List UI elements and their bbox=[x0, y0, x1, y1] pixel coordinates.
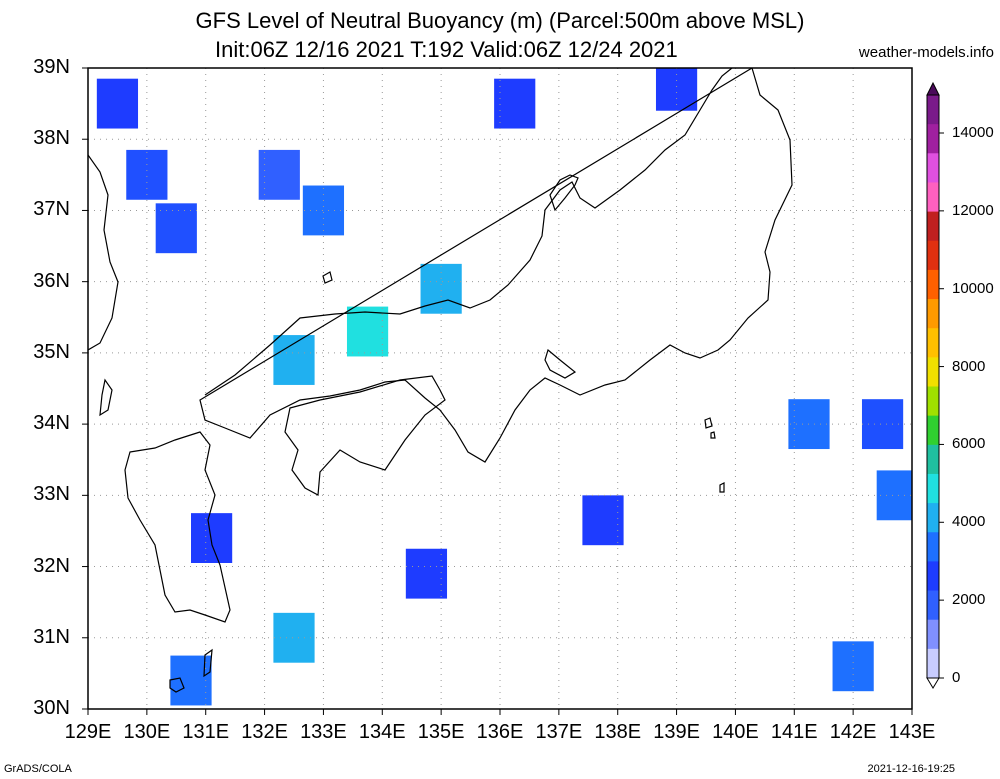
noto-peninsula bbox=[549, 174, 579, 212]
lon-label: 135E bbox=[417, 721, 465, 743]
buoyancy-patch bbox=[155, 203, 197, 254]
coastlines bbox=[88, 68, 793, 693]
colorbar-swatch bbox=[927, 444, 939, 475]
lon-label: 134E bbox=[358, 721, 406, 743]
lon-label: 137E bbox=[535, 721, 583, 743]
lon-label: 141E bbox=[770, 721, 818, 743]
footer-credit: GrADS/COLA bbox=[4, 763, 72, 775]
colorbar-swatch bbox=[927, 95, 939, 125]
buoyancy-patch bbox=[420, 263, 462, 314]
buoyancy-patch bbox=[405, 548, 448, 599]
shikoku-coast bbox=[284, 375, 446, 496]
colorbar-swatch bbox=[927, 211, 939, 242]
lon-label: 138E bbox=[594, 721, 642, 743]
colorbar-label: 12000 bbox=[952, 201, 994, 219]
buoyancy-patch bbox=[832, 641, 874, 692]
colorbar-label: 6000 bbox=[952, 435, 986, 453]
buoyancy-patch bbox=[302, 185, 345, 236]
colorbar-min-arrow bbox=[926, 677, 940, 689]
lat-label: 38N bbox=[33, 127, 70, 150]
colorbar-swatch bbox=[927, 532, 939, 562]
buoyancy-patch bbox=[273, 612, 315, 663]
colorbar-swatch bbox=[927, 590, 939, 621]
colorbar-swatch bbox=[927, 299, 939, 329]
chart-subtitle: Init:06Z 12/16 2021 T:192 Valid:06Z 12/2… bbox=[215, 37, 678, 62]
lat-label: 34N bbox=[33, 412, 70, 435]
colorbar-label: 14000 bbox=[952, 124, 994, 141]
lon-label: 129E bbox=[64, 721, 112, 743]
footer-timestamp: 2021-12-16-19:25 bbox=[867, 763, 955, 775]
lat-label: 33N bbox=[33, 483, 70, 506]
yakushima bbox=[169, 677, 185, 693]
honshu-pacific-coast bbox=[199, 68, 793, 463]
tsushima-island bbox=[99, 378, 113, 417]
lon-label: 130E bbox=[123, 721, 171, 743]
colorbar-label: 4000 bbox=[952, 513, 986, 531]
lat-label: 31N bbox=[33, 625, 70, 648]
colorbar-swatch bbox=[927, 182, 939, 213]
buoyancy-patch bbox=[126, 149, 168, 200]
colorbar-label: 2000 bbox=[952, 591, 986, 609]
lon-label: 133E bbox=[300, 721, 347, 743]
colorbar-swatch bbox=[927, 328, 939, 358]
lon-label: 143E bbox=[888, 721, 936, 743]
colorbar-swatch bbox=[927, 153, 939, 183]
colorbar-swatch bbox=[927, 619, 939, 650]
buoyancy-patch bbox=[582, 495, 624, 546]
lon-label: 136E bbox=[476, 721, 524, 743]
kyushu-coast bbox=[124, 431, 231, 623]
lat-label: 35N bbox=[33, 340, 70, 363]
lon-label: 131E bbox=[182, 721, 230, 743]
colorbar-swatch bbox=[927, 124, 939, 154]
colorbar-swatch bbox=[927, 415, 939, 446]
buoyancy-patch bbox=[96, 78, 139, 129]
grid-lines bbox=[88, 68, 912, 709]
izu-islands bbox=[704, 417, 725, 493]
colorbar-swatch bbox=[927, 269, 939, 300]
buoyancy-patch bbox=[191, 513, 233, 563]
colorbar-label: 10000 bbox=[952, 279, 994, 297]
lon-label: 142E bbox=[829, 721, 877, 743]
colorbar-border bbox=[926, 94, 940, 679]
lon-label: 140E bbox=[712, 721, 759, 743]
buoyancy-patch bbox=[494, 78, 536, 129]
lon-label: 132E bbox=[241, 721, 288, 743]
colorbar-swatch bbox=[927, 648, 939, 679]
colorbar-max-arrow bbox=[926, 81, 940, 96]
oki-island bbox=[322, 271, 333, 284]
colorbar-swatch bbox=[927, 561, 939, 592]
buoyancy-field bbox=[96, 68, 912, 706]
axis-ticks bbox=[82, 67, 913, 715]
buoyancy-patch bbox=[273, 335, 315, 385]
lat-label: 39N bbox=[33, 56, 70, 78]
colorbar-swatch bbox=[927, 240, 939, 271]
lat-label: 36N bbox=[33, 269, 70, 292]
colorbar-label: 8000 bbox=[952, 357, 986, 375]
chart-title: GFS Level of Neutral Buoyancy (m) (Parce… bbox=[195, 8, 805, 33]
buoyancy-patch bbox=[876, 470, 912, 521]
sado-island bbox=[544, 348, 577, 379]
site-label: weather-models.info bbox=[858, 44, 994, 61]
lat-label: 32N bbox=[33, 554, 70, 577]
colorbar-swatch bbox=[927, 503, 939, 533]
colorbar bbox=[926, 81, 944, 689]
buoyancy-patch bbox=[346, 306, 389, 357]
colorbar-swatch bbox=[927, 386, 939, 417]
colorbar-swatch bbox=[927, 473, 939, 504]
lat-label: 30N bbox=[33, 697, 70, 719]
korea-coast bbox=[88, 154, 119, 351]
colorbar-swatch bbox=[927, 357, 939, 387]
lon-label: 139E bbox=[653, 721, 700, 743]
lat-label: 37N bbox=[33, 198, 70, 221]
colorbar-label: 0 bbox=[952, 669, 961, 686]
tanegashima bbox=[203, 648, 213, 678]
buoyancy-patch bbox=[258, 149, 300, 200]
buoyancy-patch bbox=[655, 68, 698, 111]
